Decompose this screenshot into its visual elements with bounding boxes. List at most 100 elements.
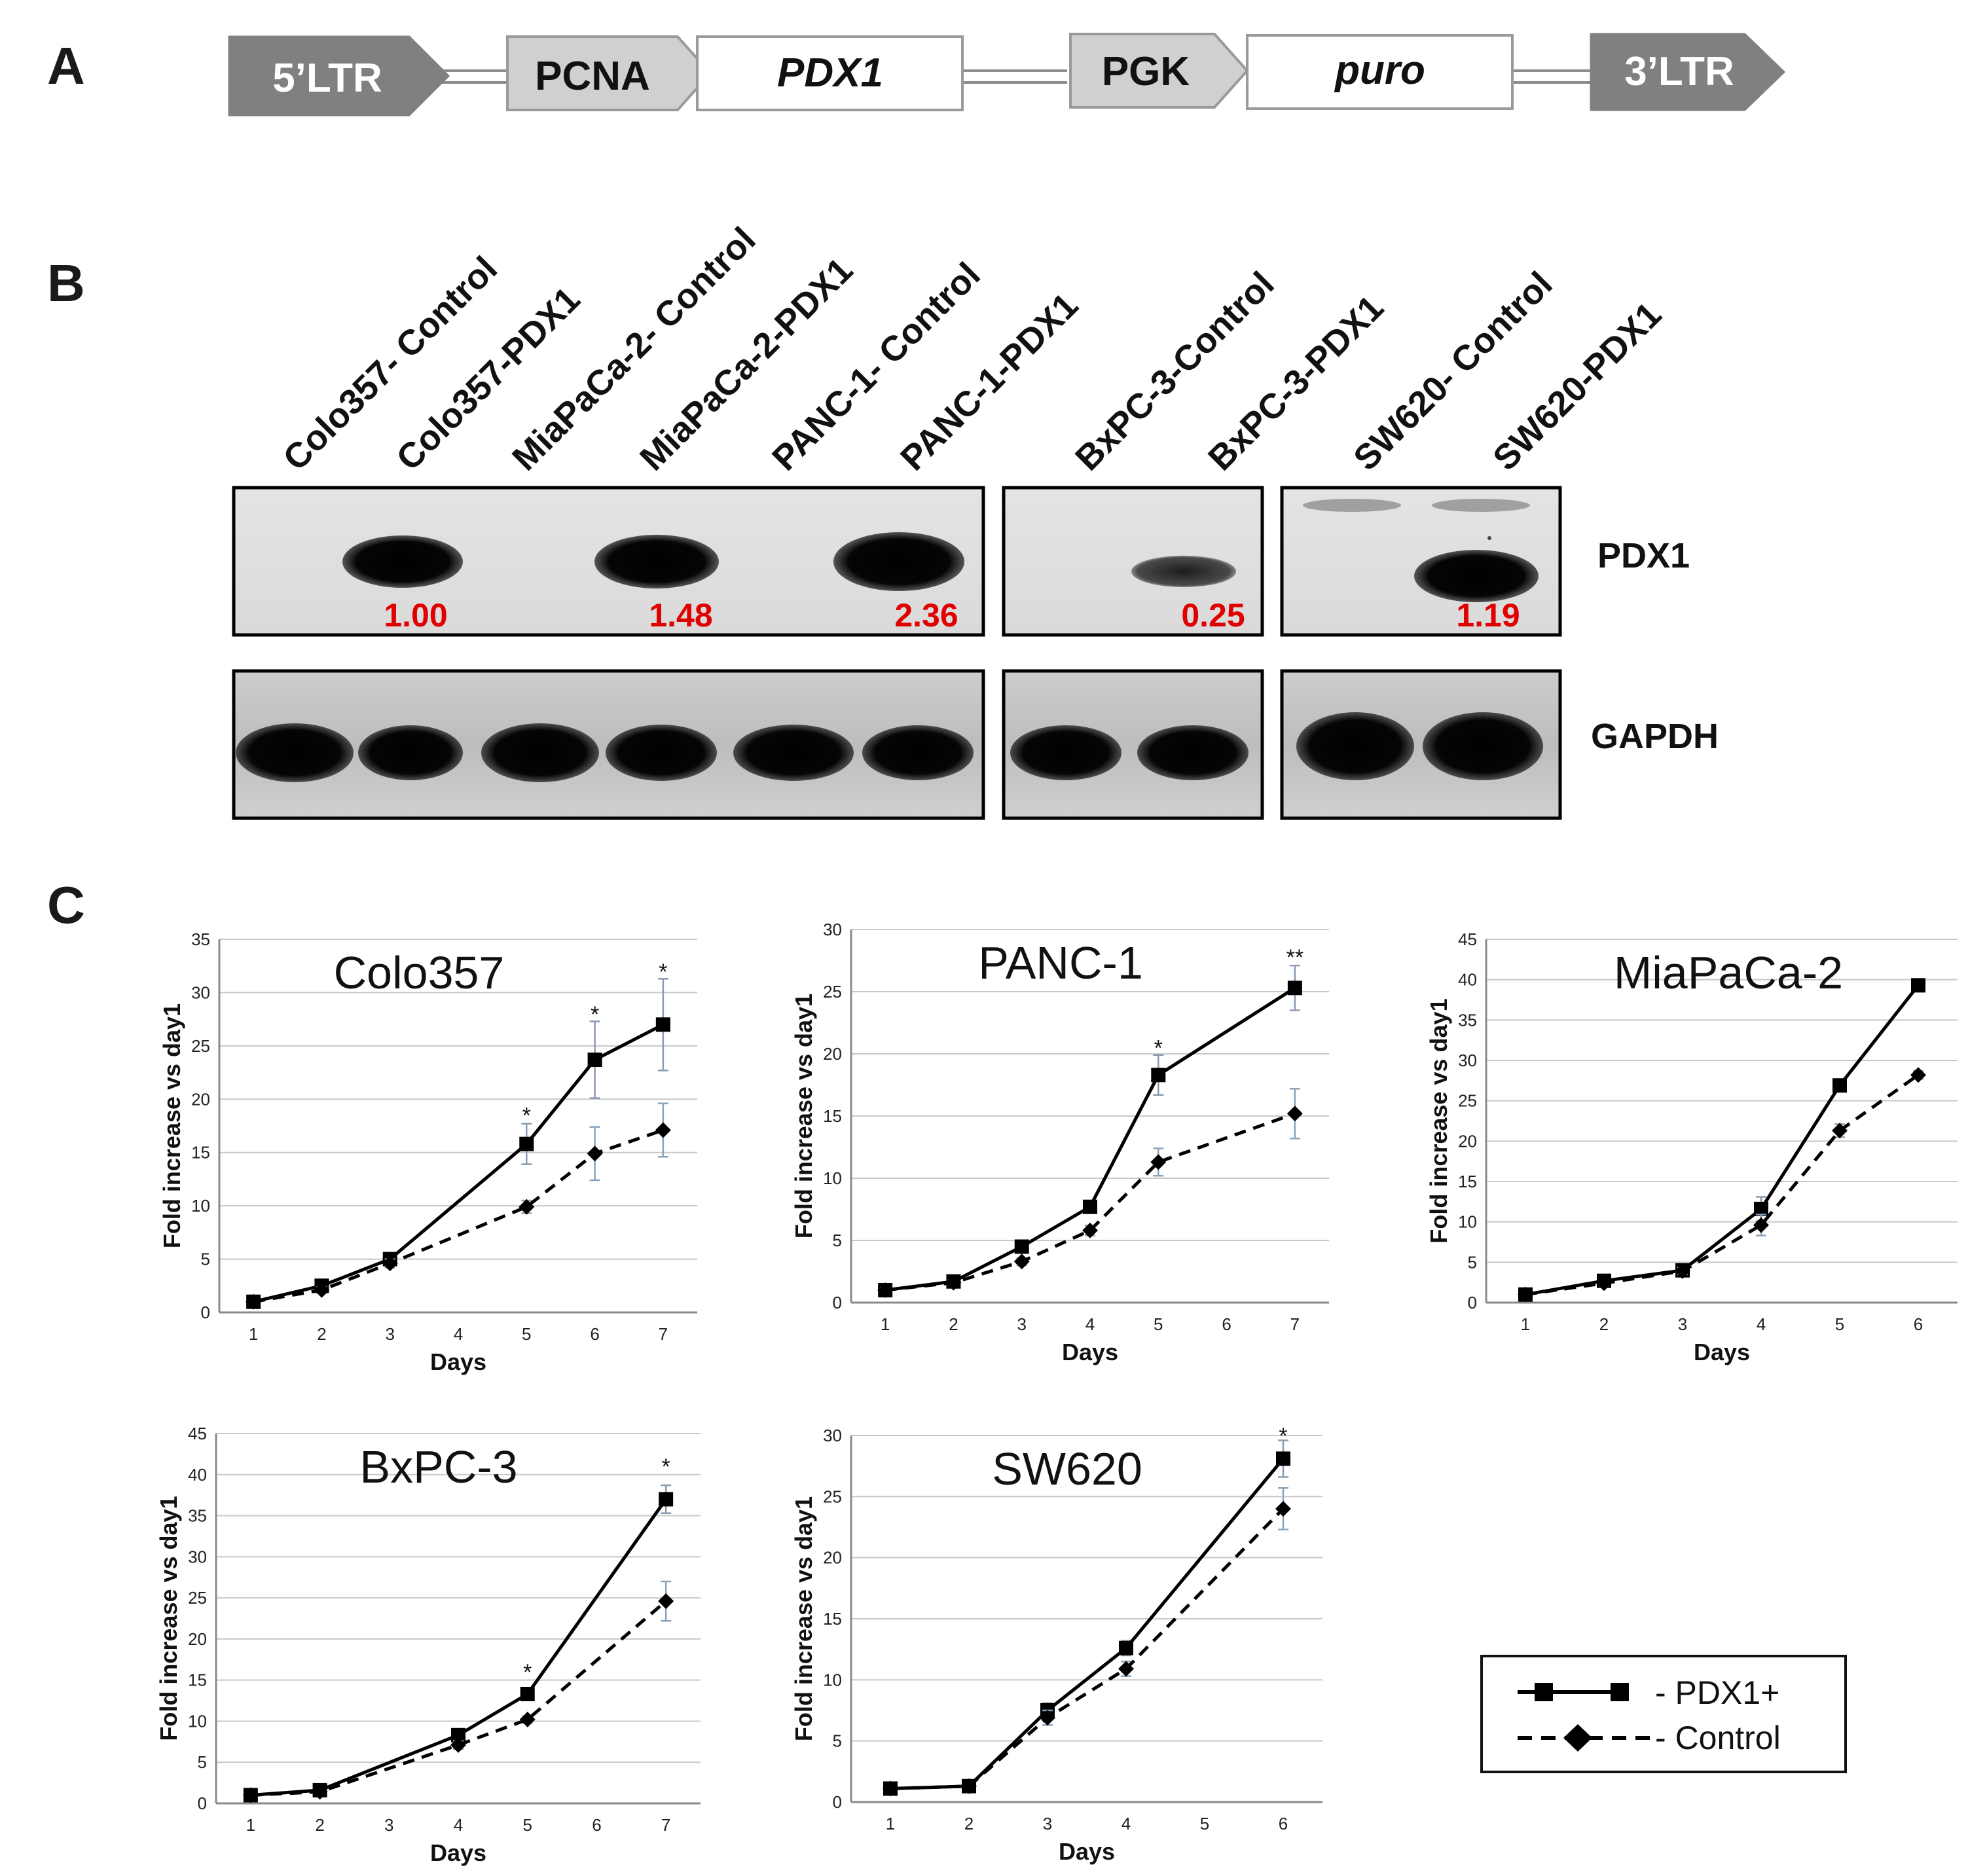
x-tick-label: 4 — [1121, 1814, 1131, 1833]
data-point-pdx1 — [520, 1687, 535, 1702]
data-point-control — [1040, 1710, 1055, 1726]
y-tick-label: 35 — [1458, 1010, 1477, 1030]
chart-title: BxPC-3 — [359, 1441, 517, 1492]
y-tick-label: 30 — [1458, 1051, 1477, 1070]
data-point-control — [382, 1255, 398, 1272]
data-point-control — [1518, 1286, 1533, 1303]
y-tick-label: 40 — [1458, 970, 1477, 990]
significance-marker: * — [1154, 1036, 1163, 1061]
data-point-control — [587, 1145, 603, 1162]
ltr5-label: 5’LTR — [272, 56, 382, 101]
x-tick-label: 2 — [315, 1815, 324, 1835]
data-point-control — [1150, 1154, 1167, 1170]
panel-label-c: C — [47, 876, 85, 934]
gapdh-band — [358, 725, 463, 780]
data-point-control — [877, 1282, 894, 1298]
data-point-pdx1 — [1911, 978, 1925, 993]
data-point-control — [1596, 1275, 1612, 1291]
significance-marker: * — [662, 1454, 670, 1479]
y-tick-label: 15 — [191, 1143, 210, 1163]
data-point-control — [658, 1593, 674, 1610]
x-tick-label: 4 — [454, 1815, 463, 1835]
data-point-control — [883, 1780, 898, 1797]
pdx1-band — [594, 535, 719, 588]
y-tick-label: 20 — [188, 1629, 207, 1649]
x-tick-label: 3 — [1017, 1314, 1026, 1334]
x-tick-label: 7 — [661, 1815, 670, 1835]
y-tick-label: 10 — [823, 1168, 842, 1188]
x-axis-label: Days — [1694, 1339, 1750, 1365]
y-tick-label: 35 — [188, 1506, 207, 1526]
x-tick-label: 6 — [1914, 1314, 1923, 1334]
quant-value: 1.00 — [384, 597, 447, 634]
data-point-control — [1832, 1123, 1848, 1139]
quant-value: 1.48 — [649, 597, 712, 634]
x-tick-label: 2 — [1599, 1314, 1609, 1334]
growth-chart: 0 5 10 15 20 25 30 1 2 3 4 5 6 Days Fold increase vs d… — [790, 1424, 1322, 1865]
data-point-pdx1 — [1119, 1640, 1133, 1655]
y-tick-label: 35 — [191, 929, 210, 949]
data-point-control — [1910, 1067, 1926, 1083]
pdx1-band — [833, 532, 964, 591]
x-tick-label: 2 — [949, 1314, 958, 1334]
gapdh-band — [1010, 725, 1121, 780]
x-tick-label: 7 — [1290, 1314, 1300, 1334]
data-point-control — [450, 1737, 466, 1753]
data-point-pdx1 — [519, 1136, 534, 1151]
nonspecific-band — [1303, 499, 1401, 512]
panel-label-b: B — [47, 254, 85, 312]
x-tick-label: 3 — [385, 1324, 394, 1344]
data-point-control — [1118, 1661, 1134, 1677]
chart-title: Colo357 — [334, 947, 505, 998]
series-line-pdx1 — [1525, 984, 1920, 1297]
chart-title: SW620 — [992, 1443, 1142, 1494]
data-point-control — [1013, 1254, 1030, 1270]
data-point-control — [246, 1293, 262, 1310]
y-tick-label: 10 — [188, 1711, 207, 1731]
y-tick-label: 10 — [823, 1670, 842, 1689]
x-axis-label: Days — [1062, 1339, 1118, 1365]
x-axis-label: Days — [430, 1348, 486, 1375]
growth-chart: 0 5 10 15 20 25 30 35 1 2 3 4 5 6 7 Days Fold increase v… — [158, 929, 697, 1375]
y-tick-label: 45 — [188, 1424, 207, 1443]
y-tick-label: 0 — [1468, 1293, 1477, 1312]
y-tick-label: 30 — [191, 983, 210, 1002]
pdx1-band — [1414, 550, 1539, 602]
x-tick-label: 1 — [881, 1314, 890, 1334]
y-tick-label: 15 — [823, 1609, 842, 1629]
pdx1-band — [342, 535, 463, 588]
growth-chart: 0 5 10 15 20 25 30 1 2 3 4 5 6 7 Days Fold increase vs … — [790, 920, 1329, 1365]
x-axis-label: Days — [430, 1839, 486, 1866]
y-tick-label: 25 — [823, 1487, 842, 1506]
x-tick-label: 5 — [1835, 1314, 1844, 1334]
gapdh-band — [1137, 725, 1249, 780]
data-point-pdx1 — [451, 1727, 465, 1742]
y-tick-label: 10 — [1458, 1212, 1477, 1232]
y-tick-label: 5 — [833, 1731, 842, 1751]
y-tick-label: 10 — [191, 1196, 210, 1216]
y-axis-label: Fold increase vs day1 — [1425, 998, 1452, 1243]
data-point-control — [655, 1122, 671, 1138]
series-line-control — [1525, 1073, 1920, 1297]
y-tick-label: 25 — [188, 1588, 207, 1608]
data-point-pdx1 — [659, 1492, 674, 1507]
data-point-control — [519, 1199, 535, 1215]
y-axis-label: Fold increase vs day1 — [790, 994, 817, 1238]
blot-gapdh-row — [232, 669, 1562, 820]
y-tick-label: 20 — [1458, 1131, 1477, 1151]
quant-value: 2.36 — [894, 597, 958, 634]
y-tick-label: 5 — [201, 1250, 210, 1269]
panel-label-a: A — [47, 37, 85, 95]
y-tick-label: 25 — [1458, 1091, 1477, 1111]
data-point-pdx1 — [1276, 1451, 1290, 1466]
y-tick-label: 20 — [823, 1548, 842, 1568]
y-tick-label: 30 — [823, 920, 842, 939]
puro-gene — [1246, 34, 1514, 110]
protein-label-gapdh: GAPDH — [1591, 717, 1719, 756]
x-tick-label: 4 — [1757, 1314, 1766, 1334]
data-point-control — [945, 1274, 962, 1291]
data-point-pdx1 — [1151, 1068, 1166, 1083]
y-tick-label: 30 — [188, 1547, 207, 1566]
